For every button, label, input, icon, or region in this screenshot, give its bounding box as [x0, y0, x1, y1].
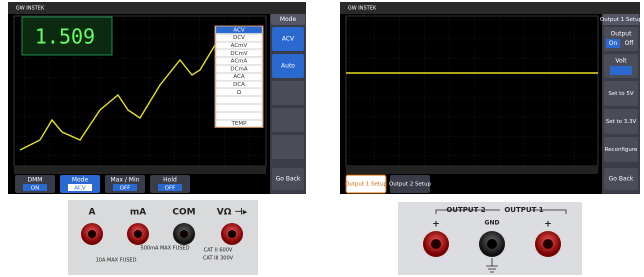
go-back[interactable]: Go Back — [609, 176, 634, 183]
output-screen: GW INSTEK Output 1 Setup Output On Off V… — [340, 2, 643, 194]
jack-label: mA — [130, 208, 146, 218]
jack-hole — [228, 230, 236, 238]
note: CAT II 600V — [204, 248, 233, 254]
side-button[interactable]: Reconfigure — [605, 147, 638, 153]
jack-hole — [180, 230, 188, 238]
output-1-label: OUTPUT 1 — [504, 206, 543, 214]
button-label: Hold — [163, 177, 177, 184]
brand: GW INSTEK — [348, 6, 377, 12]
output-on[interactable]: On — [609, 40, 618, 47]
output-label: Output — [611, 31, 632, 38]
bottom-label[interactable]: Output 2 Setup — [389, 182, 432, 188]
mode-option[interactable]: ACmA — [231, 59, 248, 65]
plus-label: + — [432, 220, 440, 230]
gnd-label: GND — [485, 220, 500, 227]
screenshot: GW INSTEK 1.509 ACVDCVACmVDCmVACmADCmAAC… — [0, 0, 644, 277]
mode-option[interactable]: DCV — [233, 35, 245, 41]
menu-title: Mode — [280, 16, 297, 23]
dmm-screen: GW INSTEK 1.509 ACVDCVACmVDCmVACmADCmAAC… — [8, 2, 306, 194]
button-state: ACV — [74, 185, 86, 191]
side-button[interactable]: Set to 5V — [608, 91, 634, 97]
option-box — [216, 105, 262, 112]
output-terminals: OUTPUT 2 OUTPUT 1 GND + + — [398, 202, 582, 275]
reading: 1.509 — [35, 25, 95, 49]
button-label: DMM — [28, 177, 43, 184]
note: CAT III 300V — [203, 256, 234, 262]
mode-option[interactable]: ACmV — [231, 43, 248, 49]
button-label: Max / Min — [111, 177, 140, 184]
button-state: OFF — [120, 185, 131, 191]
mode-option[interactable]: DCA — [233, 82, 245, 88]
volt-label: Volt — [615, 58, 627, 65]
jack-hole — [88, 230, 96, 238]
option-box — [216, 112, 262, 119]
output-off[interactable]: Off — [625, 40, 635, 47]
jack-hole — [134, 230, 142, 238]
brand: GW INSTEK — [16, 6, 45, 12]
jack-label: VΩ ⊣▸ — [217, 208, 248, 218]
side-button[interactable]: Set to 3.3V — [606, 119, 637, 125]
side-button[interactable]: ACV — [282, 36, 295, 43]
button-state: ON — [31, 185, 39, 191]
jack-label: A — [89, 208, 96, 218]
button-label: Mode — [72, 177, 89, 184]
side-button[interactable]: Auto — [281, 63, 295, 70]
side-buttons: Set to 5V Set to 3.3V Reconfigure — [604, 81, 638, 162]
go-back[interactable]: Go Back — [276, 176, 301, 183]
mode-option[interactable]: TEMP — [231, 121, 248, 127]
mode-option[interactable]: ACA — [233, 74, 245, 80]
mode-option[interactable]: Ω — [237, 90, 241, 96]
menu-title: Output 1 Setup — [600, 17, 643, 23]
plus-label: + — [544, 220, 552, 230]
page: GW INSTEK 1.509 ACVDCVACmVDCmVACmADCmAAC… — [0, 0, 644, 277]
note: 10A MAX FUSED — [96, 258, 137, 264]
output-2-label: OUTPUT 2 — [446, 206, 485, 214]
bottom-label[interactable]: Output 1 Setup — [345, 182, 388, 188]
mode-option[interactable]: ACV — [233, 27, 245, 33]
jack-label: COM — [172, 208, 195, 218]
option-box — [216, 97, 262, 104]
mode-option[interactable]: DCmA — [230, 66, 247, 72]
note: 500mA MAX FUSED — [141, 246, 190, 252]
button-state: OFF — [165, 185, 176, 191]
mode-option[interactable]: DCmV — [230, 51, 247, 57]
